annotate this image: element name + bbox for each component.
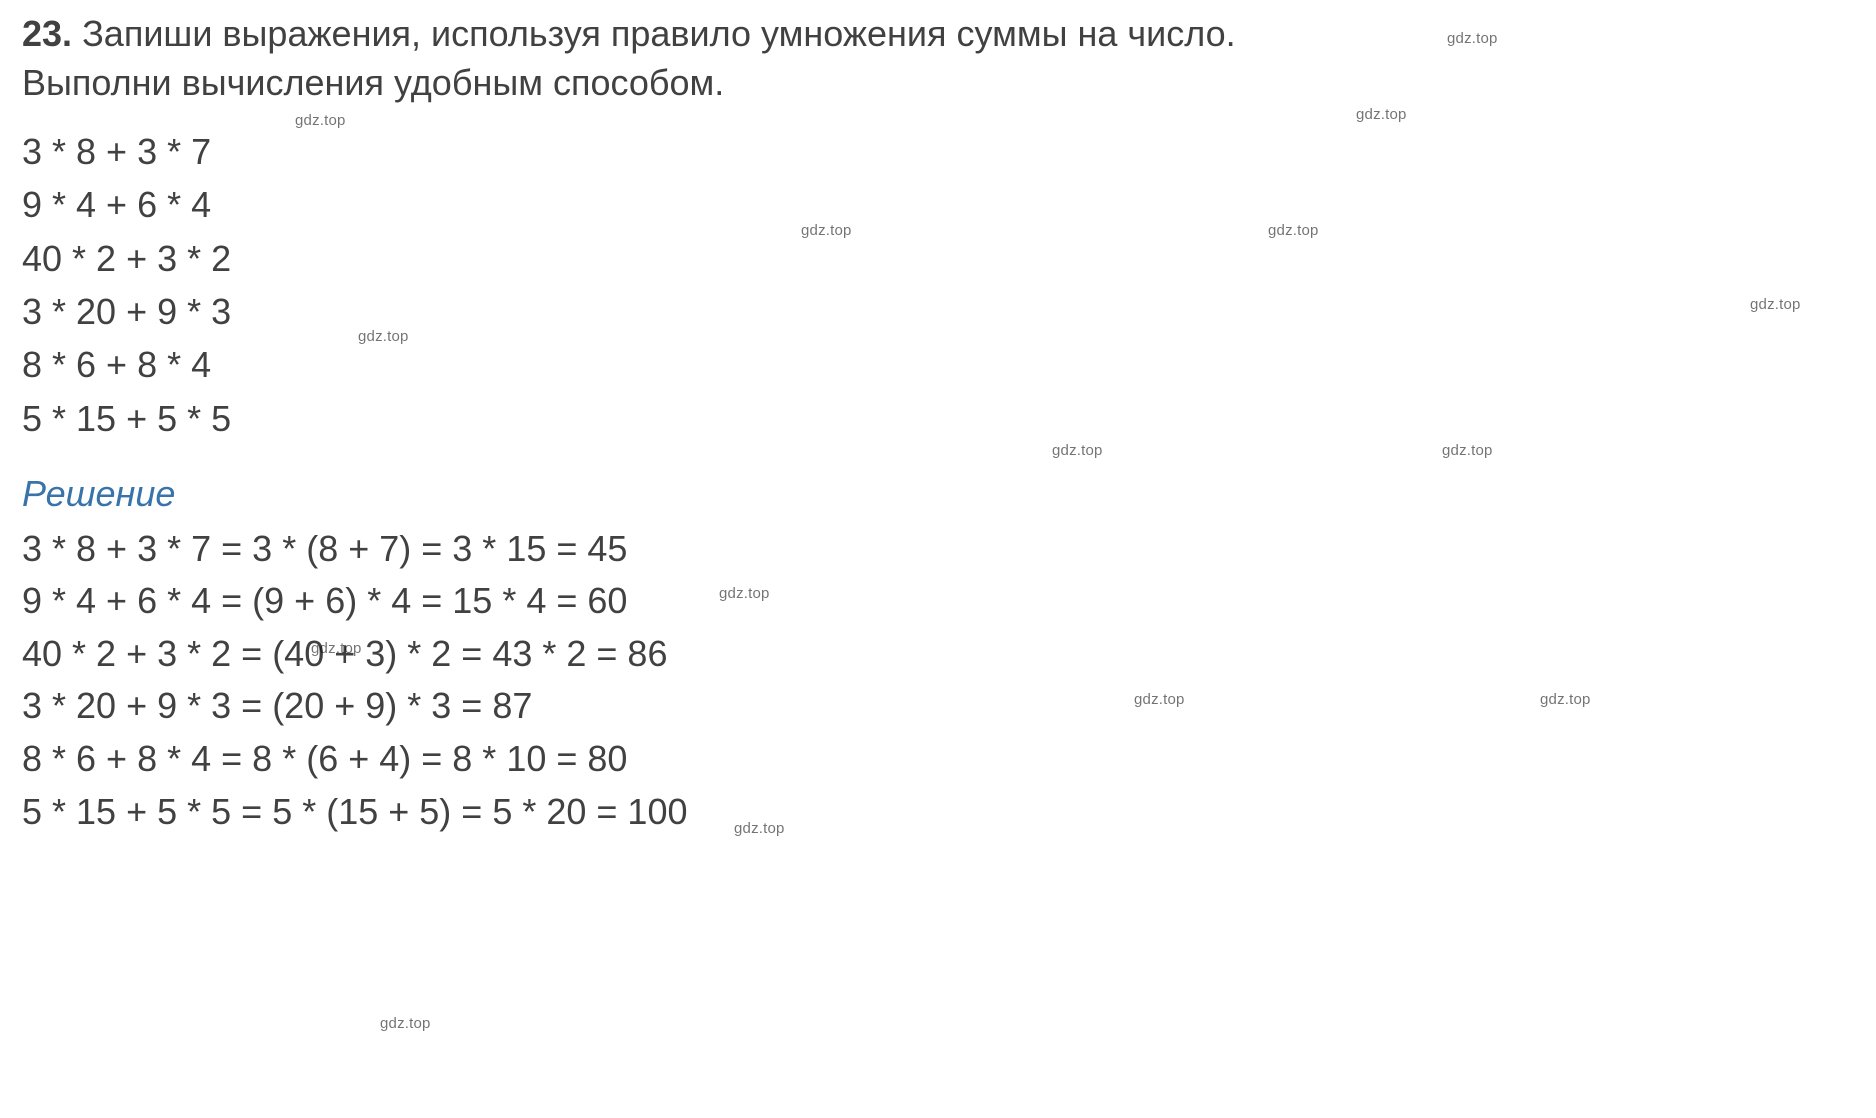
problem-number: 23. bbox=[22, 13, 72, 54]
expression-line: 3 * 8 + 3 * 7 bbox=[22, 125, 1854, 178]
expression-list: 3 * 8 + 3 * 7 9 * 4 + 6 * 4 40 * 2 + 3 *… bbox=[22, 125, 1854, 445]
page-content: 23. Запиши выражения, используя правило … bbox=[0, 0, 1876, 848]
solution-line: 3 * 20 + 9 * 3 = (20 + 9) * 3 = 87 bbox=[22, 680, 1854, 733]
solution-line: 8 * 6 + 8 * 4 = 8 * (6 + 4) = 8 * 10 = 8… bbox=[22, 733, 1854, 786]
solution-heading: Решение bbox=[22, 473, 1854, 515]
solution-line: 9 * 4 + 6 * 4 = (9 + 6) * 4 = 15 * 4 = 6… bbox=[22, 575, 1854, 628]
problem-text-line1: Запиши выражения, используя правило умно… bbox=[82, 13, 1236, 54]
problem-statement: 23. Запиши выражения, используя правило … bbox=[22, 10, 1854, 107]
expression-line: 8 * 6 + 8 * 4 bbox=[22, 338, 1854, 391]
solution-line: 5 * 15 + 5 * 5 = 5 * (15 + 5) = 5 * 20 =… bbox=[22, 786, 1854, 839]
watermark-text: gdz.top bbox=[380, 1015, 431, 1032]
expression-line: 3 * 20 + 9 * 3 bbox=[22, 285, 1854, 338]
solution-line: 3 * 8 + 3 * 7 = 3 * (8 + 7) = 3 * 15 = 4… bbox=[22, 523, 1854, 576]
expression-line: 9 * 4 + 6 * 4 bbox=[22, 178, 1854, 231]
expression-line: 40 * 2 + 3 * 2 bbox=[22, 232, 1854, 285]
problem-text-line2: Выполни вычисления удобным способом. bbox=[22, 62, 724, 103]
solution-list: 3 * 8 + 3 * 7 = 3 * (8 + 7) = 3 * 15 = 4… bbox=[22, 523, 1854, 838]
expression-line: 5 * 15 + 5 * 5 bbox=[22, 392, 1854, 445]
solution-line: 40 * 2 + 3 * 2 = (40 + 3) * 2 = 43 * 2 =… bbox=[22, 628, 1854, 681]
